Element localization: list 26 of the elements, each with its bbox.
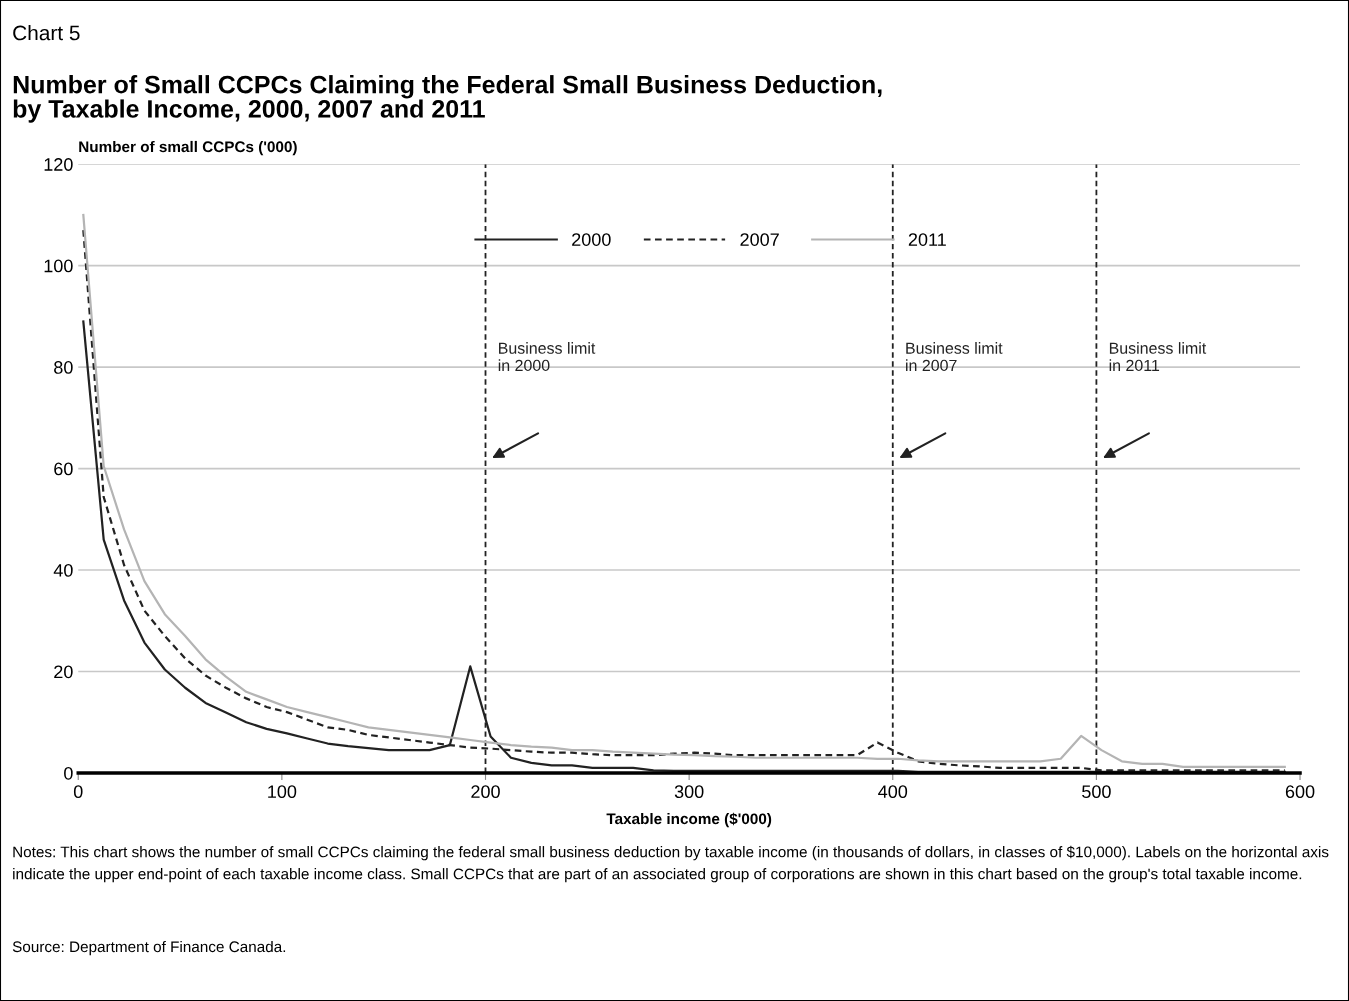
y-tick-label: 120: [44, 158, 73, 171]
ref-line-label: Business limit in 2011: [1109, 342, 1207, 372]
y-tick-label: 20: [54, 665, 73, 679]
x-tick-label: 600: [1285, 785, 1315, 799]
y-tick-label: 0: [64, 766, 73, 780]
source-note: Source: Department of Finance Canada.: [12, 940, 286, 956]
legend-label: 2007: [740, 233, 779, 246]
ref-line-label: Business limit in 2007: [906, 342, 1003, 372]
x-tick-label: 0: [73, 785, 83, 799]
legend-label: 2000: [572, 233, 611, 246]
legend-label: 2011: [908, 233, 946, 246]
x-tick-label: 500: [1082, 785, 1111, 799]
caption: Chart 5: [13, 25, 80, 41]
x-tick-label: 400: [878, 785, 908, 799]
y-tick-label: 40: [53, 563, 73, 577]
chart-title: Number of Small CCPCs Claiming the Federal Small Business Deduction, by Taxable Income, 2000, 2007 and 2011: [13, 75, 882, 123]
ref-line-label: Business limit in 2000: [498, 342, 596, 372]
y-axis-title: Number of small CCPCs ('000): [79, 140, 297, 156]
x-tick-label: 200: [471, 785, 500, 799]
text: Notes: This chart shows the number of small CCPCs claiming the federal small business deduction by taxable income (in thousands of dollars, in classes of $10,000). Labels on the horizontal axis indicate the upper end-point of each taxable income class. Small CCPCs that are part of an associated group of corporations are shown in this chart based on the group's total taxable income.: [13, 845, 1329, 883]
x-axis-title: Taxable income ($'000): [606, 812, 772, 828]
y-tick-label: 100: [44, 259, 73, 273]
x-tick-label: 300: [674, 785, 704, 799]
x-tick-label: 100: [268, 785, 297, 799]
y-tick-label: 80: [54, 361, 73, 374]
y-tick-label: 60: [54, 462, 73, 476]
